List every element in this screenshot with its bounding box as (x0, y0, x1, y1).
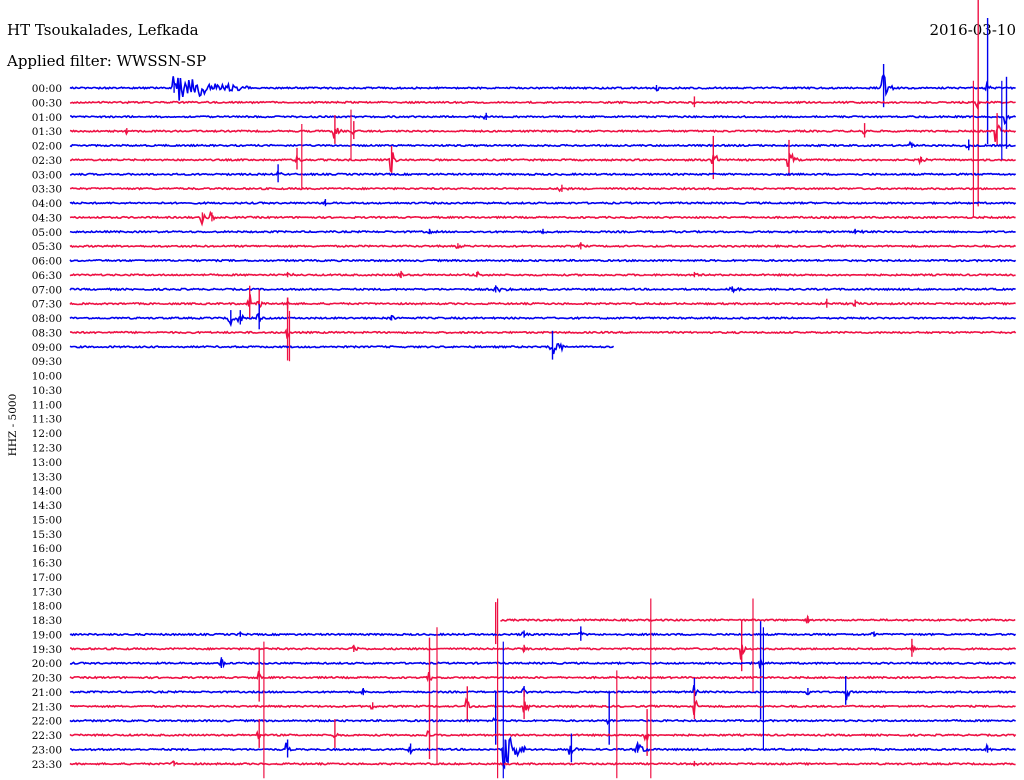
tick-label: 23:30 (32, 759, 62, 771)
trace-row-2 (70, 114, 1017, 126)
trace-row-9 (69, 210, 1016, 227)
tick-label: 10:00 (32, 371, 62, 383)
tick-label: 07:30 (32, 299, 62, 311)
tick-label: 09:00 (32, 342, 62, 354)
tick-label: 03:00 (32, 169, 62, 181)
tick-label: 13:30 (32, 471, 62, 483)
trace-row-3 (69, 124, 1017, 142)
trace-row-8 (69, 200, 1017, 206)
y-axis-label: HHZ - 5000 (7, 394, 19, 457)
tick-label: 15:30 (32, 529, 62, 541)
trace-row-16 (69, 312, 1016, 328)
trace-row-18 (69, 342, 615, 355)
tick-label: 19:30 (32, 644, 62, 656)
time-tick-labels: 00:00 00:30 01:00 01:30 02:00 02:30 03:00 03:30… (32, 83, 62, 771)
tick-label: 02:00 (32, 141, 62, 153)
trace-row-47 (69, 760, 1016, 767)
tick-label: 23:00 (32, 744, 62, 756)
trace-row-17 (69, 328, 1017, 339)
tick-label: 22:30 (32, 730, 62, 742)
trace-row-5 (69, 152, 1017, 174)
trace-row-41 (69, 670, 1017, 683)
tick-label: 21:00 (32, 687, 62, 699)
tick-label: 16:00 (32, 543, 62, 555)
trace-row-39 (69, 644, 1017, 660)
tick-label: 16:30 (32, 558, 62, 570)
trace-row-7 (69, 186, 1016, 193)
tick-label: 12:00 (32, 428, 62, 440)
tick-label: 03:30 (32, 184, 62, 196)
trace-row-45 (69, 730, 1017, 742)
trace-row-44 (69, 716, 1016, 726)
tick-label: 14:30 (32, 500, 62, 512)
tick-label: 02:30 (32, 155, 62, 167)
tick-label: 11:30 (32, 414, 62, 426)
tick-label: 01:00 (32, 112, 62, 124)
trace-row-38 (69, 630, 1017, 637)
trace-row-6 (69, 170, 1017, 177)
tick-label: 05:00 (32, 227, 62, 239)
seismogram-traces (69, 0, 1017, 770)
tick-label: 00:30 (32, 97, 62, 109)
tick-label: 08:00 (32, 313, 62, 325)
tick-label: 01:30 (32, 126, 62, 138)
tick-label: 10:30 (32, 385, 62, 397)
trace-row-43 (70, 697, 1016, 716)
tick-label: 17:30 (32, 586, 62, 598)
tick-label: 20:30 (32, 673, 62, 685)
trace-row-46 (69, 735, 1016, 770)
trace-row-13 (69, 270, 1016, 278)
tick-label: 14:00 (32, 486, 62, 498)
tick-label: 00:00 (32, 83, 62, 95)
trace-row-11 (69, 243, 1017, 250)
tick-label: 20:00 (32, 658, 62, 670)
trace-row-40 (69, 658, 1016, 669)
tick-label: 19:00 (32, 629, 62, 641)
tick-label: 12:30 (32, 443, 62, 455)
date-label: 2016-03-10 (930, 21, 1016, 39)
tick-label: 18:00 (32, 601, 62, 613)
tick-label: 08:30 (32, 327, 62, 339)
tick-label: 05:30 (32, 241, 62, 253)
tick-label: 13:00 (32, 457, 62, 469)
tick-label: 21:30 (32, 701, 62, 713)
trace-row-4 (69, 140, 1016, 149)
seismogram-spikes (263, 80, 1003, 779)
filter-label: Applied filter: WWSSN-SP (6, 52, 206, 70)
tick-label: 18:30 (32, 615, 62, 627)
trace-row-12 (69, 258, 1017, 263)
tick-label: 06:00 (32, 256, 62, 268)
tick-label: 06:30 (32, 270, 62, 282)
trace-row-15 (69, 294, 1016, 310)
tick-label: 09:30 (32, 356, 62, 368)
station-title: HT Tsoukalades, Lefkada (7, 21, 199, 39)
trace-row-37 (500, 614, 1016, 624)
tick-label: 15:00 (32, 514, 62, 526)
trace-row-0 (69, 73, 1016, 101)
trace-row-1 (69, 98, 1016, 110)
tick-label: 04:00 (32, 198, 62, 210)
tick-label: 22:00 (32, 716, 62, 728)
tick-label: 04:30 (32, 212, 62, 224)
tick-label: 17:00 (32, 572, 62, 584)
trace-row-14 (69, 286, 1016, 294)
trace-row-42 (69, 684, 1017, 701)
tick-label: 11:00 (32, 399, 62, 411)
tick-label: 07:00 (32, 284, 62, 296)
